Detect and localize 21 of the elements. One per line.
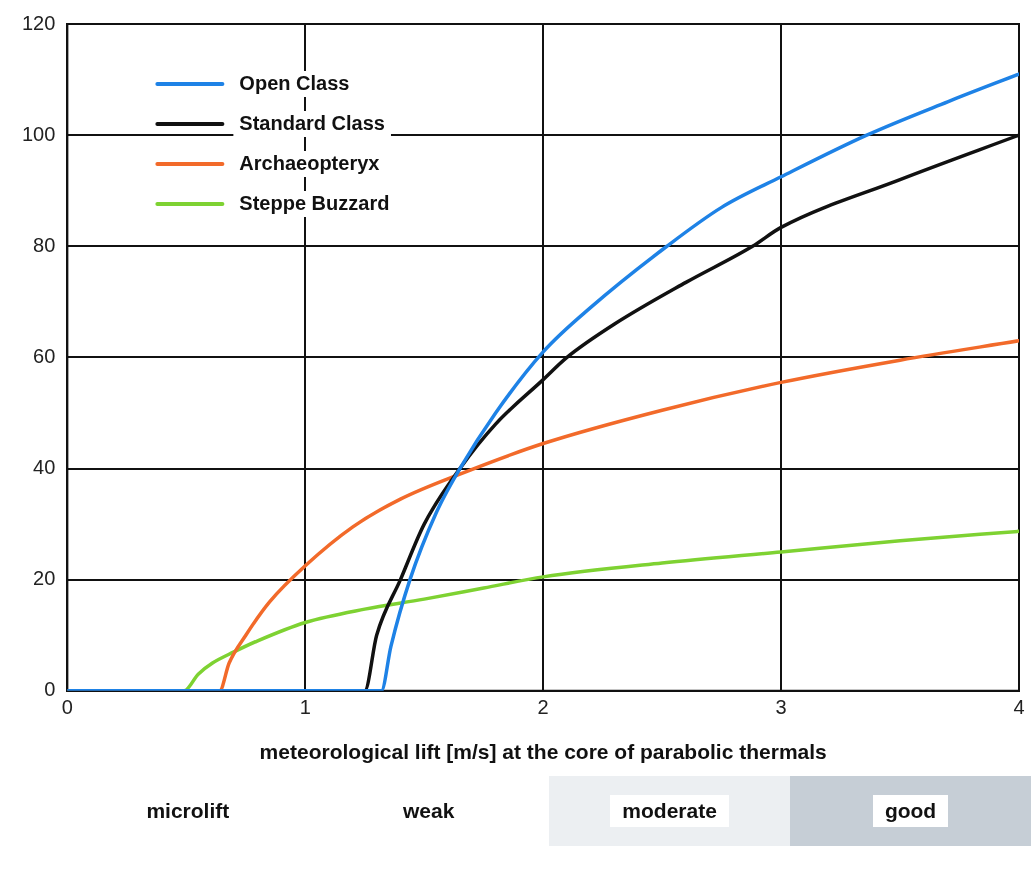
y-tick-label: 40	[33, 456, 56, 479]
y-tick-label: 0	[44, 678, 56, 701]
y-tick-label: 80	[33, 233, 56, 256]
text: weak	[403, 798, 455, 823]
legend-label: Archaeopteryx	[239, 151, 380, 174]
y-tick-label: 100	[21, 122, 56, 145]
text: moderate	[610, 794, 729, 827]
x-tick-label: 0	[61, 696, 73, 719]
x-tick-label: 3	[775, 696, 787, 719]
x-tick-label: 1	[299, 696, 311, 719]
text: good	[872, 794, 949, 827]
x-tick-label: 2	[537, 696, 549, 719]
y-tick-label: 120	[21, 11, 56, 34]
legend-label: Standard Class	[239, 111, 385, 134]
text: microlift	[146, 798, 230, 823]
x-tick-label: 4	[1013, 696, 1025, 719]
legend-label: Open Class	[239, 71, 350, 94]
legend-label: Steppe Buzzard	[239, 191, 390, 214]
x-axis-title: meteorological lift [m/s] at the core of parabolic thermals	[259, 740, 827, 764]
y-tick-label: 20	[33, 567, 56, 590]
y-tick-label: 60	[33, 344, 56, 367]
